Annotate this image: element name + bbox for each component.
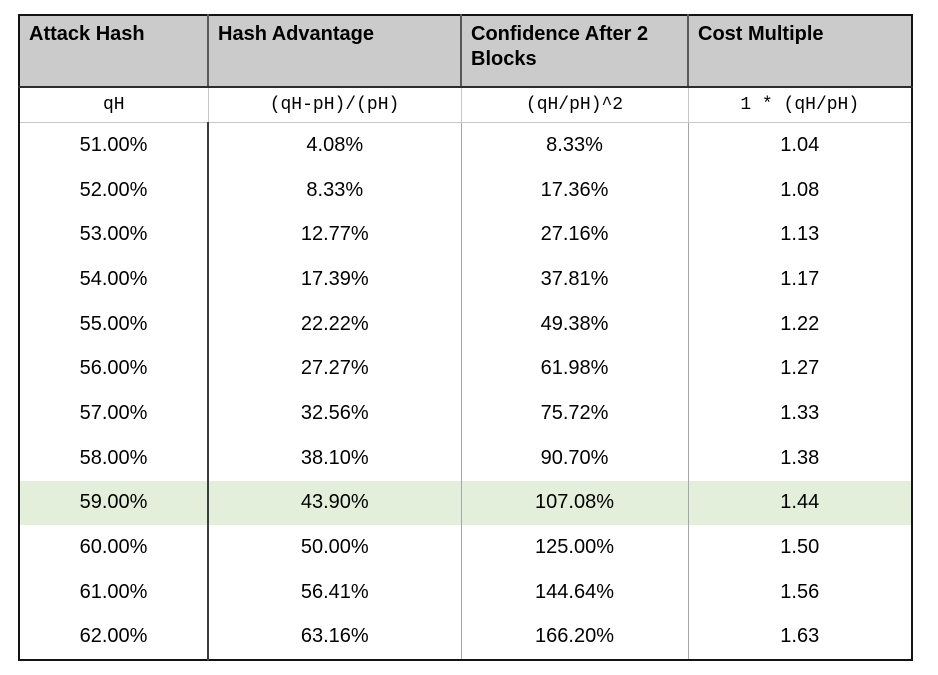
table-cell: 27.27% [208, 346, 462, 392]
formula-confidence: (qH/pH)^2 [461, 87, 689, 123]
table-cell: 17.36% [461, 167, 689, 213]
table-cell: 1.44 [688, 480, 912, 526]
table-cell: 60.00% [19, 525, 209, 570]
table-cell: 1.63 [688, 614, 912, 661]
table-cell: 1.22 [688, 301, 912, 347]
header-confidence-after-2-blocks: Confidence After 2 Blocks [461, 15, 689, 88]
table-row: 54.00% 17.39% 37.81% 1.17 [19, 257, 912, 302]
table-cell: 49.38% [461, 301, 689, 347]
table-cell: 32.56% [208, 391, 462, 436]
table-cell: 1.38 [688, 435, 912, 481]
table-row: 53.00% 12.77% 27.16% 1.13 [19, 212, 912, 258]
table-cell: 107.08% [461, 480, 689, 526]
header-row: Attack Hash Hash Advantage Confidence Af… [19, 15, 912, 88]
formula-row: qH (qH-pH)/(pH) (qH/pH)^2 1 * (qH/pH) [19, 87, 912, 123]
table-cell: 22.22% [208, 301, 462, 347]
header-hash-advantage: Hash Advantage [208, 15, 462, 88]
table-cell: 1.04 [688, 122, 912, 168]
table-cell: 8.33% [461, 122, 689, 168]
table-cell: 51.00% [19, 122, 209, 168]
table-cell: 50.00% [208, 525, 462, 570]
table-cell: 90.70% [461, 435, 689, 481]
table-cell: 56.00% [19, 346, 209, 392]
table-cell: 43.90% [208, 480, 462, 526]
table-cell: 1.27 [688, 346, 912, 392]
header-attack-hash: Attack Hash [19, 15, 209, 88]
table-cell: 1.50 [688, 525, 912, 570]
table-cell: 52.00% [19, 167, 209, 213]
table-row: 61.00% 56.41% 144.64% 1.56 [19, 569, 912, 615]
formula-qh: qH [19, 87, 209, 123]
table-cell: 37.81% [461, 257, 689, 302]
table-cell: 62.00% [19, 614, 209, 661]
table-cell: 166.20% [461, 614, 689, 661]
table-cell: 27.16% [461, 212, 689, 258]
table-cell: 1.33 [688, 391, 912, 436]
table-row: 62.00% 63.16% 166.20% 1.63 [19, 614, 912, 661]
table-row-highlighted: 59.00% 43.90% 107.08% 1.44 [19, 480, 912, 526]
formula-hash-advantage: (qH-pH)/(pH) [208, 87, 462, 123]
table-row: 52.00% 8.33% 17.36% 1.08 [19, 167, 912, 213]
table-cell: 144.64% [461, 569, 689, 615]
attack-hash-table: Attack Hash Hash Advantage Confidence Af… [18, 14, 913, 662]
table-cell: 12.77% [208, 212, 462, 258]
table-cell: 58.00% [19, 435, 209, 481]
table-row: 58.00% 38.10% 90.70% 1.38 [19, 435, 912, 481]
table-row: 56.00% 27.27% 61.98% 1.27 [19, 346, 912, 392]
table-cell: 54.00% [19, 257, 209, 302]
header-cost-multiple: Cost Multiple [688, 15, 912, 88]
table-row: 55.00% 22.22% 49.38% 1.22 [19, 301, 912, 347]
formula-cost-multiple: 1 * (qH/pH) [688, 87, 912, 123]
table-cell: 61.98% [461, 346, 689, 392]
table-cell: 57.00% [19, 391, 209, 436]
table-row: 57.00% 32.56% 75.72% 1.33 [19, 391, 912, 436]
table-cell: 8.33% [208, 167, 462, 213]
table-cell: 17.39% [208, 257, 462, 302]
table-cell: 1.56 [688, 569, 912, 615]
table-cell: 61.00% [19, 569, 209, 615]
table-cell: 38.10% [208, 435, 462, 481]
table-cell: 1.17 [688, 257, 912, 302]
table-cell: 125.00% [461, 525, 689, 570]
table-header: Attack Hash Hash Advantage Confidence Af… [19, 15, 912, 88]
table-cell: 1.13 [688, 212, 912, 258]
table-cell: 55.00% [19, 301, 209, 347]
table-cell: 53.00% [19, 212, 209, 258]
table-row: 51.00% 4.08% 8.33% 1.04 [19, 122, 912, 168]
table-row: 60.00% 50.00% 125.00% 1.50 [19, 525, 912, 570]
table-cell: 63.16% [208, 614, 462, 661]
table-cell: 59.00% [19, 480, 209, 526]
table-cell: 56.41% [208, 569, 462, 615]
table-body: qH (qH-pH)/(pH) (qH/pH)^2 1 * (qH/pH) 51… [19, 87, 912, 661]
table-cell: 1.08 [688, 167, 912, 213]
table-cell: 4.08% [208, 122, 462, 168]
table-cell: 75.72% [461, 391, 689, 436]
